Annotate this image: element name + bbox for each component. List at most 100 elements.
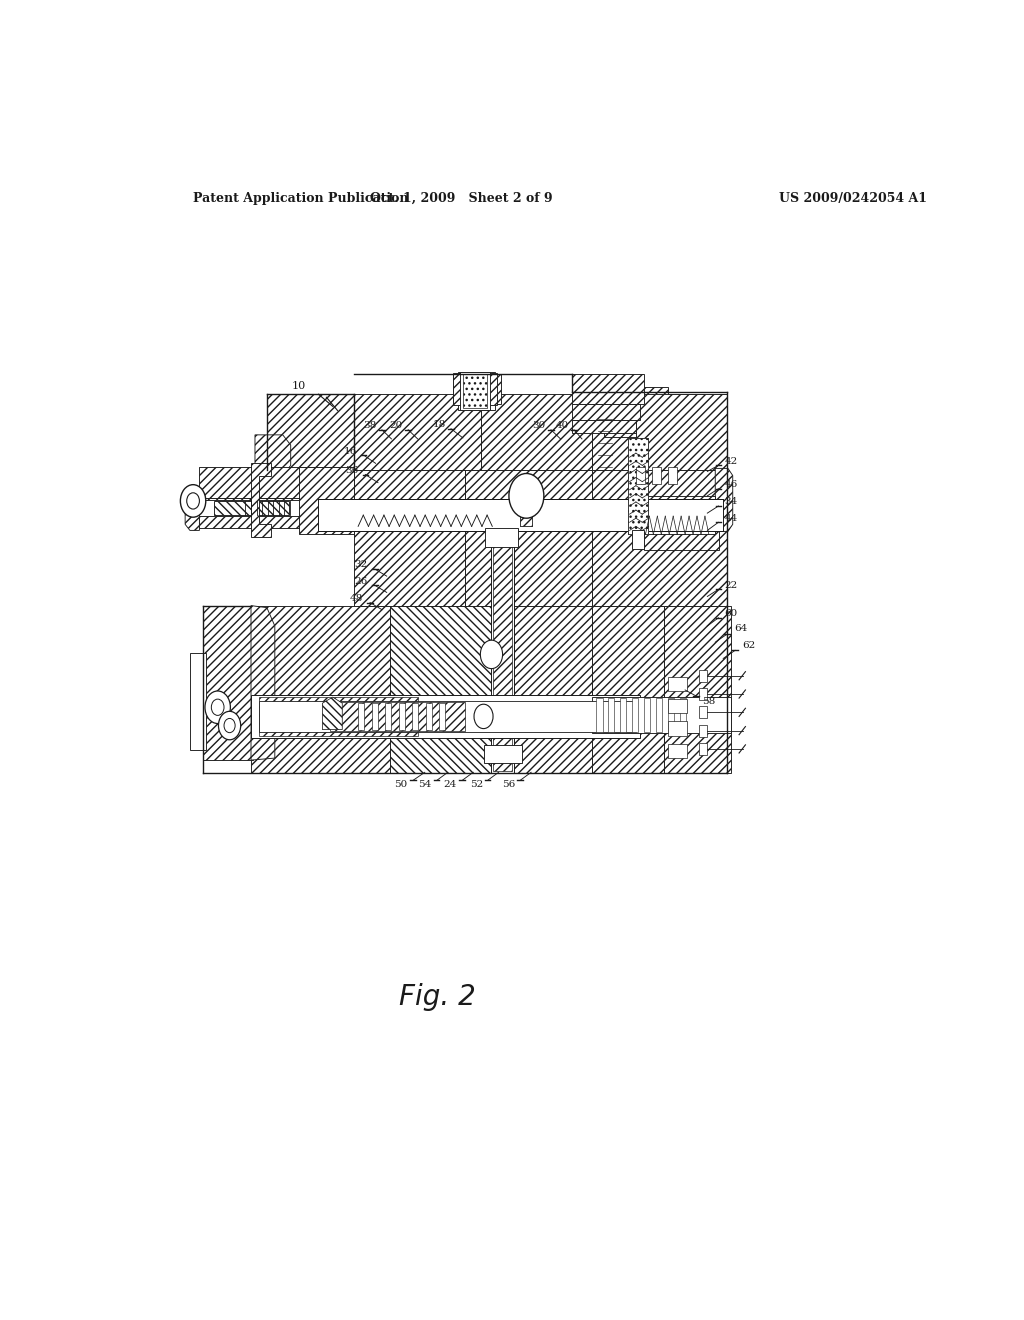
Bar bbox=[608, 698, 614, 731]
Bar bbox=[668, 722, 687, 735]
Text: 48: 48 bbox=[350, 594, 364, 603]
Text: 64: 64 bbox=[734, 624, 748, 634]
Text: 40: 40 bbox=[555, 421, 568, 430]
Text: 42: 42 bbox=[725, 457, 737, 466]
Bar bbox=[592, 470, 727, 606]
Bar bbox=[458, 372, 495, 411]
Polygon shape bbox=[323, 697, 342, 730]
Bar bbox=[494, 536, 512, 771]
Bar bbox=[481, 395, 592, 470]
Bar bbox=[668, 700, 687, 713]
Bar bbox=[354, 470, 465, 606]
Circle shape bbox=[474, 704, 494, 729]
Bar bbox=[699, 706, 708, 718]
Bar bbox=[318, 499, 723, 532]
Bar bbox=[385, 704, 391, 730]
Bar bbox=[299, 467, 354, 535]
Bar bbox=[483, 744, 521, 763]
Text: 22: 22 bbox=[725, 581, 737, 590]
Bar bbox=[644, 516, 715, 535]
Bar bbox=[680, 698, 686, 731]
Bar bbox=[372, 704, 378, 730]
Bar bbox=[655, 698, 663, 731]
Bar bbox=[189, 653, 206, 750]
Bar bbox=[301, 503, 321, 513]
Bar bbox=[632, 698, 638, 731]
Bar bbox=[592, 395, 727, 470]
Text: 46: 46 bbox=[725, 480, 737, 490]
Bar bbox=[668, 698, 674, 731]
Text: 58: 58 bbox=[702, 697, 716, 706]
Bar bbox=[668, 744, 687, 758]
Bar bbox=[454, 372, 497, 405]
Text: 24: 24 bbox=[443, 780, 457, 789]
Bar bbox=[699, 669, 708, 682]
Bar bbox=[390, 606, 592, 774]
Bar bbox=[644, 698, 650, 731]
Circle shape bbox=[186, 492, 200, 510]
Bar bbox=[596, 698, 602, 731]
Bar bbox=[668, 677, 687, 690]
Bar bbox=[463, 374, 486, 408]
Bar bbox=[200, 467, 338, 498]
Circle shape bbox=[480, 640, 503, 669]
Bar bbox=[485, 528, 518, 546]
Bar bbox=[204, 606, 253, 760]
Text: 44: 44 bbox=[725, 513, 737, 523]
Bar bbox=[636, 395, 727, 470]
Text: 52: 52 bbox=[471, 780, 483, 789]
Circle shape bbox=[218, 711, 241, 739]
Text: 10: 10 bbox=[292, 381, 306, 391]
Text: US 2009/0242054 A1: US 2009/0242054 A1 bbox=[778, 191, 927, 205]
Bar bbox=[644, 496, 715, 516]
Bar bbox=[604, 387, 668, 408]
Bar bbox=[465, 470, 592, 606]
Bar bbox=[460, 372, 489, 411]
Bar bbox=[628, 438, 648, 535]
Bar bbox=[604, 407, 664, 422]
Text: Patent Application Publication: Patent Application Publication bbox=[194, 191, 409, 205]
Bar bbox=[251, 606, 390, 774]
Text: 30: 30 bbox=[532, 421, 546, 430]
Bar bbox=[200, 498, 338, 528]
Text: 62: 62 bbox=[742, 640, 756, 649]
Bar bbox=[520, 496, 531, 527]
Bar bbox=[259, 701, 636, 731]
Text: Oct. 1, 2009   Sheet 2 of 9: Oct. 1, 2009 Sheet 2 of 9 bbox=[370, 191, 553, 205]
Bar bbox=[644, 529, 719, 549]
Circle shape bbox=[509, 474, 544, 519]
Bar bbox=[620, 698, 627, 731]
Bar bbox=[390, 606, 494, 774]
Bar bbox=[520, 496, 531, 527]
Bar bbox=[492, 535, 514, 774]
Text: 34: 34 bbox=[725, 498, 737, 507]
Bar bbox=[426, 704, 432, 730]
Text: 56: 56 bbox=[503, 780, 515, 789]
Bar bbox=[592, 697, 731, 733]
Text: 16: 16 bbox=[344, 446, 356, 455]
Polygon shape bbox=[715, 469, 733, 532]
Bar bbox=[354, 395, 481, 470]
Bar bbox=[699, 688, 708, 700]
Bar bbox=[439, 704, 445, 730]
Bar bbox=[604, 422, 659, 437]
Bar bbox=[652, 467, 662, 483]
Text: 32: 32 bbox=[354, 561, 368, 569]
Bar bbox=[251, 696, 640, 738]
Text: 36: 36 bbox=[345, 466, 358, 475]
Bar bbox=[331, 702, 465, 731]
Text: 18: 18 bbox=[432, 420, 445, 429]
Bar bbox=[572, 404, 640, 420]
Text: 50: 50 bbox=[394, 780, 408, 789]
Bar bbox=[200, 500, 323, 516]
Text: 38: 38 bbox=[364, 421, 377, 430]
Bar bbox=[636, 467, 645, 483]
Bar bbox=[267, 395, 354, 470]
Circle shape bbox=[211, 700, 224, 715]
Polygon shape bbox=[255, 434, 291, 483]
Polygon shape bbox=[251, 463, 270, 536]
Bar bbox=[454, 374, 501, 404]
Bar bbox=[668, 467, 677, 483]
Bar bbox=[592, 606, 664, 774]
Bar bbox=[664, 606, 731, 774]
